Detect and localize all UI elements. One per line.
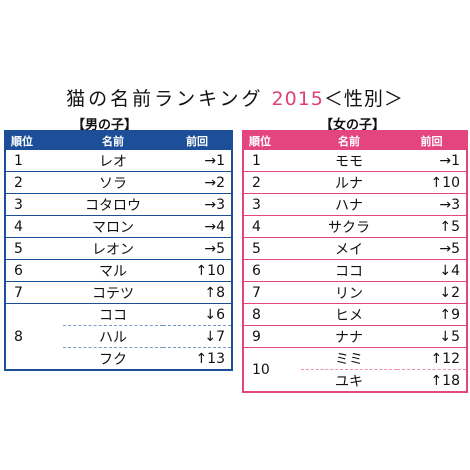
name-cell: ユキ [335,373,363,390]
name-cell: マロン [63,215,163,238]
table-row: 4 マロン →4 [5,215,232,238]
rank-cell: 5 [243,237,301,260]
prev-rank-cell: →3 [397,193,467,216]
rank-cell: 1 [243,150,301,172]
prev-rank-cell: ↓7 [163,325,232,348]
boys-section-label: 【男の子】 [72,118,138,133]
rank-cell: 3 [5,193,63,216]
table-row: 8 ヒメ ↑9 [243,303,467,326]
table-header-row: 順位 名前 前回 [5,131,232,150]
name-cell: レオ [63,150,163,172]
prev-rank-cell: ↓6 [163,303,232,326]
table-row: 1 モモ →1 [243,150,467,172]
title-sub: ＜性別＞ [323,88,404,110]
name-cell: レオン [63,237,163,260]
rank-cell: 6 [5,259,63,282]
rank-cell: 1 [5,150,63,172]
prev-rank-cell: →3 [163,193,232,216]
prev-rank-cell: ↑12 [397,347,467,370]
name-cell: マル [63,259,163,282]
prev-rank-cell: →5 [397,237,467,260]
prev-rank-cell: ↑10 [397,171,467,194]
table-row: 3 ハナ →3 [243,193,467,216]
table-row: 7 コテツ ↑8 [5,281,232,304]
rank-cell: 8 [243,303,301,326]
page-title: 猫の名前ランキング 2015＜性別＞ [0,84,470,111]
name-cell: ココ [63,303,163,326]
name-cell: ココ [301,259,397,282]
rank-cell: 8 [14,328,23,345]
prev-rank-cell: ↓4 [397,259,467,282]
name-cell: ルナ [301,171,397,194]
prev-rank-cell: →2 [163,171,232,194]
table-header-row: 順位 名前 前回 [243,131,467,150]
prev-rank-cell: ↑9 [397,303,467,326]
name-cell: メイ [301,237,397,260]
prev-rank-cell: ↑13 [195,350,225,367]
prev-rank-cell: ↓5 [397,325,467,348]
name-cell: ハナ [301,193,397,216]
prev-rank-cell: →1 [397,150,467,172]
prev-rank-cell: →5 [163,237,232,260]
table-row: 7 リン ↓2 [243,281,467,304]
rank-cell: 4 [5,215,63,238]
name-cell: リン [301,281,397,304]
name-cell: フク [99,351,127,368]
table-row: 9 ナナ ↓5 [243,325,467,348]
name-header: 名前 [63,131,163,150]
rank-cell: 6 [243,259,301,282]
rank-cell: 5 [5,237,63,260]
rank-cell: 2 [5,171,63,194]
rank-cell: 4 [243,215,301,238]
table-row: 6 ココ ↓4 [243,259,467,282]
table-row: フク ↑13 [5,348,232,371]
rank-cell: 10 [252,361,270,378]
name-cell: ハル [63,325,163,348]
name-cell: モモ [301,150,397,172]
table-row: 4 サクラ ↑5 [243,215,467,238]
table-row: 2 ソラ →2 [5,171,232,194]
rank-header: 順位 [5,131,63,150]
rank-cell: 7 [243,281,301,304]
rank-cell: 3 [243,193,301,216]
prev-rank-cell: ↑8 [163,281,232,304]
table-row: 6 マル ↑10 [5,259,232,282]
name-header: 名前 [301,131,397,150]
name-cell: サクラ [301,215,397,238]
girls-section-label: 【女の子】 [320,118,386,133]
boys-ranking-table: 順位 名前 前回 1 レオ →1 2 ソラ →2 3 コタロウ →3 4 マロン →4 5 レオン… [4,130,233,371]
name-cell: ミミ [301,347,397,370]
name-cell: コテツ [63,281,163,304]
table-row: 5 レオン →5 [5,237,232,260]
name-cell: ソラ [63,171,163,194]
name-cell: ナナ [301,325,397,348]
prev-rank-cell: →4 [163,215,232,238]
prev-header: 前回 [163,131,232,150]
title-year: 2015 [271,88,324,110]
prev-rank-cell: ↓2 [397,281,467,304]
prev-header: 前回 [397,131,467,150]
table-row: 5 メイ →5 [243,237,467,260]
rank-cell: 2 [243,171,301,194]
prev-rank-cell: ↑10 [163,259,232,282]
rank-cell: 9 [243,325,301,348]
table-row: 10 ミミ ↑12 [243,347,467,378]
name-cell: ヒメ [301,303,397,326]
table-row: 8 ココ ↓6 [5,303,232,345]
prev-rank-cell: →1 [163,150,232,172]
girls-ranking-table: 順位 名前 前回 1 モモ →1 2 ルナ ↑10 3 ハナ →3 4 サクラ ↑5 5 メイ →5… [242,130,468,393]
prev-rank-cell: ↑5 [397,215,467,238]
table-row: ハル ↓7 [5,325,232,348]
table-row: 2 ルナ ↑10 [243,171,467,194]
title-main: 猫の名前ランキング [66,88,264,110]
name-cell: コタロウ [63,193,163,216]
table-row: 1 レオ →1 [5,150,232,172]
table-row: ユキ ↑18 [243,370,467,393]
rank-cell: 7 [5,281,63,304]
table-row: 3 コタロウ →3 [5,193,232,216]
rank-header: 順位 [243,131,301,150]
prev-rank-cell: ↑18 [430,372,460,389]
